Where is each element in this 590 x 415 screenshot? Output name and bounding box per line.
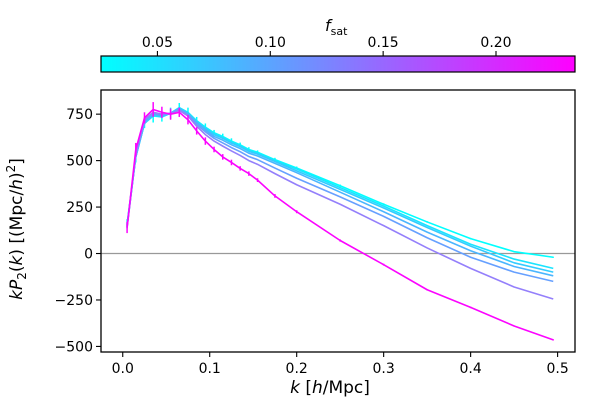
x-tick-label: 0.2 [286, 361, 308, 377]
colorbar-tick-label: 0.15 [368, 35, 399, 51]
y-axis-title-sup2: 2 [4, 165, 18, 173]
plot-area: 0.0 0.1 0.2 0.3 0.4 0.5 −500 −250 0 250 500 750 [55, 89, 576, 377]
colorbar-title-sub: sat [331, 25, 348, 38]
x-axis-title: k [h/Mpc] [290, 378, 370, 398]
colorbar-tick-label: 0.20 [480, 35, 511, 51]
y-tick-label: −250 [55, 293, 93, 309]
y-tick-label: 500 [66, 154, 93, 170]
y-axis-title: kP2(k) [(Mpc/h)2] [4, 158, 29, 300]
y-axis-title-k2: k [7, 255, 27, 266]
x-tick-label: 0.3 [373, 361, 395, 377]
series-layer [126, 102, 555, 341]
colorbar-title-main: f [325, 16, 333, 35]
series-line [126, 107, 554, 277]
series-line [126, 109, 554, 300]
colorbar-title: fsat [325, 16, 348, 38]
y-axis-title-sub2: 2 [15, 272, 29, 280]
x-tick-label: 0.5 [546, 361, 568, 377]
x-axis-title-open: [ [300, 378, 312, 398]
x-tick-label: 0.1 [199, 361, 221, 377]
plot-frame [100, 89, 576, 353]
y-tick-label: −500 [55, 339, 93, 355]
y-axis-title-unit1: ) [(Mpc/ [7, 190, 27, 256]
y-tick-label: 750 [66, 107, 93, 123]
series-fsat-0.07 [126, 107, 554, 277]
y-axis: −500 −250 0 250 500 750 [55, 107, 101, 355]
colorbar-gradient [100, 55, 576, 73]
colorbar-tick-label: 0.05 [142, 35, 173, 51]
x-axis-title-unit: /Mpc] [323, 378, 370, 398]
series-fsat-0.23 [126, 102, 555, 341]
series-fsat-0.03 [126, 103, 555, 259]
x-tick-label: 0.4 [460, 361, 482, 377]
colorbar-ticks: 0.05 0.10 0.15 0.20 [142, 35, 512, 56]
y-axis-title-k: kP [7, 279, 27, 300]
colorbar: fsat 0.05 0.10 0.15 0.20 [100, 16, 576, 73]
x-tick-label: 0.0 [112, 361, 134, 377]
series-fsat-0.09 [126, 108, 554, 283]
series-line [126, 108, 554, 341]
y-axis-title-close: ) [7, 172, 27, 179]
y-axis-title-h: h [7, 179, 27, 190]
x-axis-title-h: h [312, 378, 323, 398]
series-fsat-0.05 [126, 107, 554, 273]
y-tick-label: 250 [66, 200, 93, 216]
series-line [126, 106, 554, 259]
series-line [126, 108, 554, 283]
series-line [126, 107, 554, 273]
x-axis: 0.0 0.1 0.2 0.3 0.4 0.5 [112, 352, 569, 377]
y-axis-title-bracket: ] [7, 158, 27, 165]
colorbar-tick-label: 0.10 [255, 35, 286, 51]
series-fsat-0.13 [126, 109, 554, 300]
x-axis-title-k: k [290, 378, 301, 398]
y-tick-label: 0 [84, 247, 93, 263]
y-axis-title-open: ( [7, 266, 27, 273]
